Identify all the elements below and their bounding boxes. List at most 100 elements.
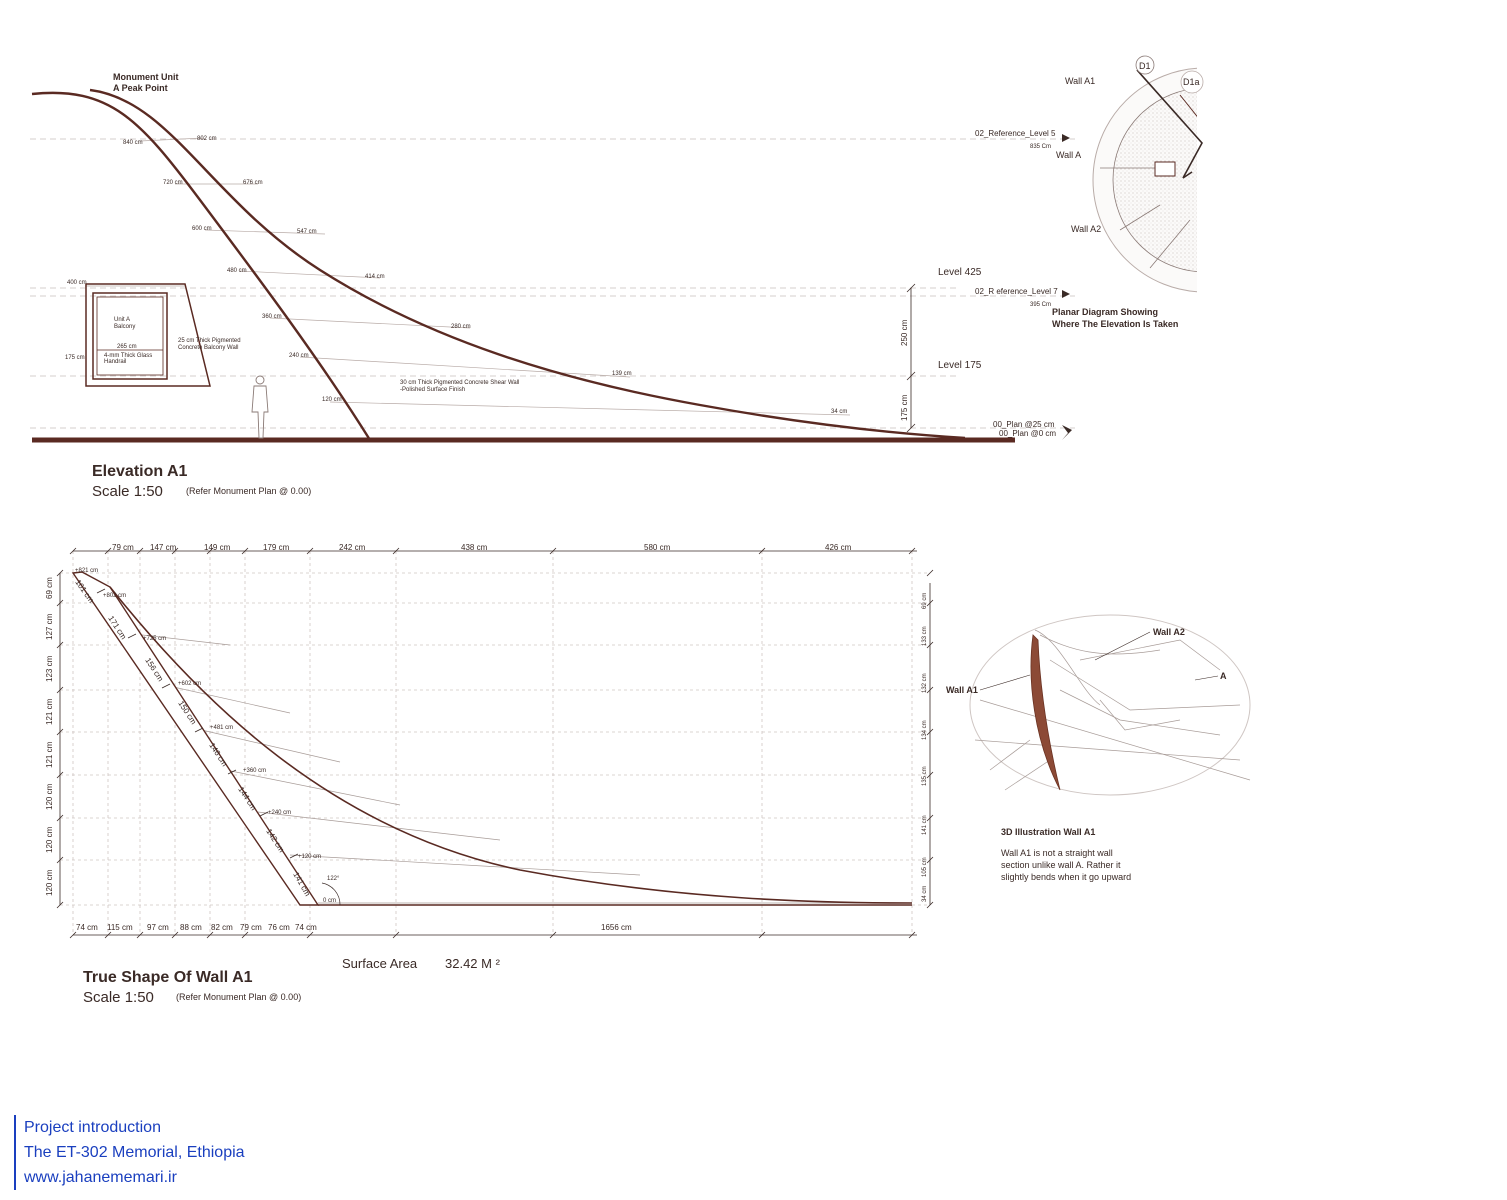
- left-dim: 120 cm: [45, 826, 54, 853]
- planar-wall-a2-label: Wall A2: [1071, 224, 1101, 234]
- top-dim: 580 cm: [644, 543, 671, 552]
- dimension-tick: [56, 728, 64, 736]
- section-cut-line: [1136, 69, 1203, 179]
- height-label: +821 cm: [75, 568, 98, 574]
- right-dim: 34 cm: [922, 886, 928, 902]
- bottom-dim: 76 cm: [268, 923, 290, 932]
- elevation-scale: Scale 1:50: [92, 483, 163, 500]
- left-dim: 121 cm: [45, 741, 54, 768]
- dimension-tick: [908, 931, 916, 939]
- edge-ticks: [96, 588, 299, 859]
- handrail-note-2: Handrail: [104, 359, 126, 365]
- true-shape-grid-vertical: [72, 551, 913, 935]
- dimension-tick: [104, 931, 112, 939]
- elevation-title: Elevation A1: [92, 463, 188, 480]
- illustration-desc-2: section unlike wall A. Rather it: [1001, 860, 1121, 870]
- surface-area-label: Surface Area: [342, 956, 418, 971]
- dim-840: 840 cm: [123, 140, 143, 146]
- left-dim: 121 cm: [45, 698, 54, 725]
- height-label: +120 cm: [298, 854, 321, 860]
- bottom-dim: 97 cm: [147, 923, 169, 932]
- dimension-tick: [549, 931, 557, 939]
- credit-line-3[interactable]: www.jahanememari.ir: [24, 1169, 177, 1186]
- angle-label: 122°: [327, 876, 340, 882]
- dim-240: 240 cm: [289, 353, 309, 359]
- dim-250-vertical: 250 cm: [900, 319, 909, 346]
- planar-wall-a-label: Wall A: [1056, 150, 1081, 160]
- dimension-tick: [171, 547, 179, 555]
- dim-414: 414 cm: [365, 274, 385, 280]
- dimension-tick: [136, 547, 144, 555]
- plan-25-label: 00_Plan @25 cm: [993, 420, 1055, 429]
- dimension-ticks: [56, 547, 934, 939]
- dimension-tick: [56, 814, 64, 822]
- ref-level-7-label: 02_R eference_Level 7: [975, 287, 1058, 296]
- credit-line-2: The ET-302 Memorial, Ethiopia: [24, 1144, 245, 1161]
- dimension-tick: [926, 599, 934, 607]
- plan-0-label: 00_Plan @0 cm: [999, 429, 1056, 438]
- true-shape-title: True Shape Of Wall A1: [83, 969, 253, 986]
- right-dim: 132 cm: [922, 673, 928, 693]
- dimension-tick: [926, 569, 934, 577]
- dimension-tick: [392, 931, 400, 939]
- dimension-tick: [926, 856, 934, 864]
- top-dim: 147 cm: [150, 543, 177, 552]
- dimension-tick: [926, 641, 934, 649]
- illustration-desc-3: slightly bends when it go upward: [1001, 872, 1131, 882]
- elevation-scale-note: (Refer Monument Plan @ 0.00): [186, 486, 311, 496]
- top-dim: 426 cm: [825, 543, 852, 552]
- ref-level-5-label: 02_Reference_Level 5: [975, 129, 1056, 138]
- bottom-dim: 1656 cm: [601, 923, 632, 932]
- dimension-tick: [56, 686, 64, 694]
- top-dim: 242 cm: [339, 543, 366, 552]
- right-dim: 133 cm: [922, 626, 928, 646]
- dim-34: 34 cm: [831, 409, 847, 415]
- planar-caption-2: Where The Elevation Is Taken: [1052, 319, 1178, 329]
- d1a-label: D1a: [1183, 77, 1200, 87]
- balcony-wall-note-2: Concrete Balcony Wall: [178, 345, 238, 351]
- true-shape-scale-note: (Refer Monument Plan @ 0.00): [176, 992, 301, 1002]
- height-label: +360 cm: [243, 768, 266, 774]
- handrail-note-1: 4-mm Thick Glass: [104, 353, 152, 359]
- bottom-dim: 79 cm: [240, 923, 262, 932]
- credit-block: Project introduction The ET-302 Memorial…: [14, 1115, 245, 1190]
- top-dim: 79 cm: [112, 543, 134, 552]
- ref-level-5-value: 835 Cm: [1030, 144, 1051, 150]
- dimension-tick: [758, 547, 766, 555]
- illustration-title: 3D Illustration Wall A1: [1001, 827, 1095, 837]
- dimension-tick: [206, 931, 214, 939]
- left-dim: 120 cm: [45, 869, 54, 896]
- left-dim: 123 cm: [45, 655, 54, 682]
- bottom-dim: 82 cm: [211, 923, 233, 932]
- balcony-label-1: Unit A: [114, 317, 130, 323]
- dimension-tick: [206, 547, 214, 555]
- wall-true-curve: [109, 586, 913, 904]
- dim-600: 600 cm: [192, 226, 212, 232]
- credit-line-1: Project introduction: [24, 1119, 161, 1136]
- dim-265: 265 cm: [117, 344, 137, 350]
- dimension-tick: [306, 547, 314, 555]
- dimension-tick: [549, 547, 557, 555]
- dimension-tick: [69, 931, 77, 939]
- illustration-a-label: A: [1220, 671, 1227, 681]
- top-dim: 438 cm: [461, 543, 488, 552]
- dimension-tick: [392, 547, 400, 555]
- dimension-tick: [56, 641, 64, 649]
- level-175-label: Level 175: [938, 360, 982, 371]
- shear-wall-note-2: -Polished Surface Finish: [400, 387, 465, 393]
- construction-lines: [85, 137, 851, 416]
- level-425-label: Level 425: [938, 267, 982, 278]
- d1-label: D1: [1139, 61, 1151, 71]
- wall-a1-curve: [89, 88, 966, 440]
- wall-edge-strip: [71, 571, 320, 906]
- dim-547: 547 cm: [297, 229, 317, 235]
- height-label: +240 cm: [268, 810, 291, 816]
- shear-wall-note-1: 30 cm Thick Pigmented Concrete Shear Wal…: [400, 380, 519, 386]
- dimension-tick: [56, 771, 64, 779]
- right-dim: 135 cm: [922, 766, 928, 786]
- bottom-dim: 74 cm: [295, 923, 317, 932]
- illustration-desc-1: Wall A1 is not a straight wall: [1001, 848, 1113, 858]
- bottom-dim: 74 cm: [76, 923, 98, 932]
- elevation-a1: Monument Unit A Peak Point 840 cm 802 cm…: [30, 72, 1075, 500]
- level-marker-icon: [1062, 134, 1072, 440]
